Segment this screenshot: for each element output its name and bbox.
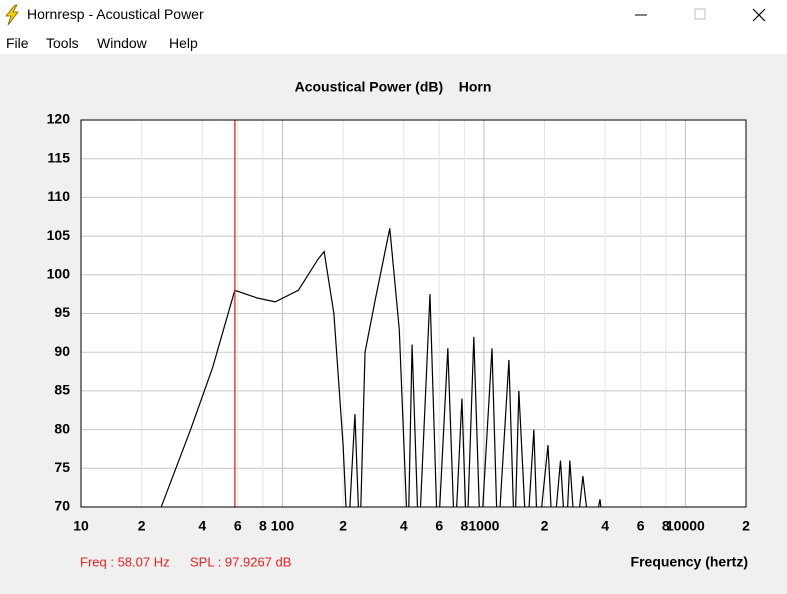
menu-bar: File Tools Window Help: [0, 30, 787, 54]
x-tick-label: 4: [198, 518, 206, 534]
close[interactable]: [752, 8, 766, 22]
x-tick-label: 2: [742, 518, 750, 534]
status-freq: Freq : 58.07 Hz: [80, 554, 170, 569]
x-tick-label: 8: [662, 518, 670, 534]
status-spl: SPL : 97.9267 dB: [190, 554, 291, 569]
y-tick-label: 90: [54, 343, 70, 359]
x-tick-label: 6: [435, 518, 443, 534]
x-axis-label: Frequency (hertz): [631, 554, 748, 570]
x-tick-label: 6: [637, 518, 645, 534]
x-tick-label: 2: [339, 518, 347, 534]
x-tick-label: 6: [234, 518, 242, 534]
y-tick-label: 80: [54, 420, 70, 436]
y-tick-label: 85: [54, 382, 70, 398]
y-tick-label: 100: [47, 266, 71, 282]
y-tick-label: 110: [47, 188, 70, 204]
window-title: Hornresp - Acoustical Power: [27, 6, 204, 22]
menu-item[interactable]: Help: [169, 35, 198, 51]
x-tick-label: 4: [601, 518, 609, 534]
menu-item[interactable]: Tools: [46, 35, 79, 51]
title-bar: Hornresp - Acoustical Power: [0, 0, 787, 30]
app-icon: [5, 4, 19, 26]
response-line: [160, 228, 602, 507]
x-tick-label: 2: [138, 518, 146, 534]
maximize[interactable]: [694, 8, 706, 20]
x-tick-label: 8: [259, 518, 267, 534]
x-tick-label: 100: [271, 518, 295, 534]
menu-item[interactable]: File: [6, 35, 29, 51]
y-tick-label: 105: [47, 227, 71, 243]
chart: Acoustical Power (dB) Horn Frequency (he…: [0, 54, 787, 594]
y-tick-label: 115: [47, 149, 70, 165]
x-tick-label: 10000: [666, 518, 705, 534]
plot-frame: [80, 119, 747, 508]
x-tick-label: 10: [73, 518, 89, 534]
x-tick-label: 8: [460, 518, 468, 534]
y-tick-label: 95: [54, 304, 70, 320]
chart-title: Acoustical Power (dB) Horn: [295, 79, 492, 95]
x-tick-label: 2: [541, 518, 549, 534]
y-tick-label: 70: [54, 498, 70, 514]
y-tick-label: 75: [54, 459, 70, 475]
x-tick-label: 4: [400, 518, 408, 534]
y-tick-label: 120: [47, 111, 71, 127]
window-controls[interactable]: [627, 0, 787, 30]
x-tick-label: 1000: [468, 518, 499, 534]
menu-item[interactable]: Window: [97, 35, 147, 51]
